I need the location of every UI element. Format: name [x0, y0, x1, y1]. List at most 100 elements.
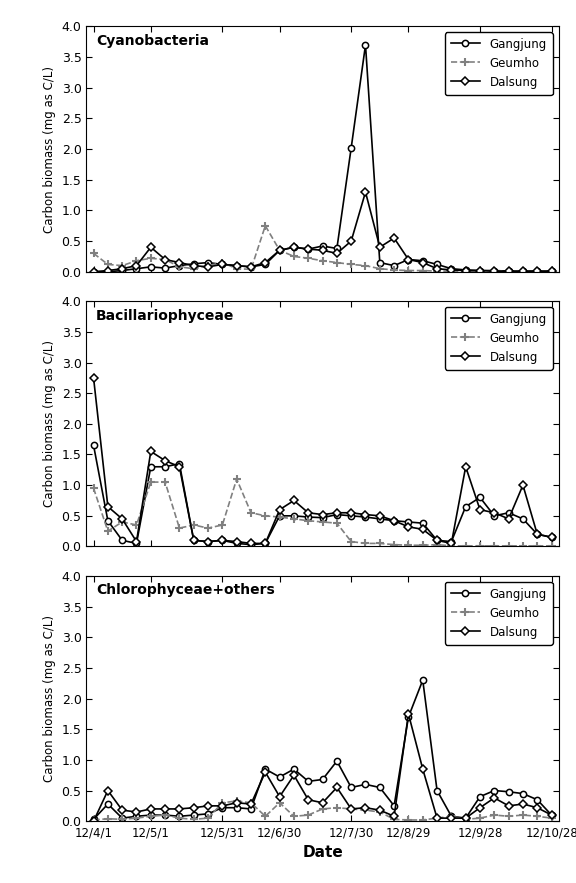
Geumho [119, 260, 126, 271]
Dalsung [348, 508, 355, 518]
Gangjung [505, 266, 512, 276]
Gangjung [190, 259, 197, 269]
Dalsung [334, 782, 340, 793]
Dalsung [190, 535, 197, 546]
Gangjung [90, 267, 97, 277]
Geumho [262, 221, 269, 231]
Geumho [90, 815, 97, 826]
Gangjung [233, 538, 240, 548]
Geumho [248, 508, 255, 518]
Gangjung [190, 535, 197, 546]
Geumho [419, 815, 426, 826]
Geumho [204, 260, 211, 271]
Gangjung [305, 776, 312, 787]
Geumho [204, 523, 211, 533]
Dalsung [219, 801, 226, 811]
Dalsung [233, 797, 240, 808]
Dalsung [90, 267, 97, 277]
Dalsung [391, 811, 397, 821]
Geumho [147, 253, 154, 263]
Gangjung [348, 142, 355, 153]
Y-axis label: Carbon biomass (mg as C/L): Carbon biomass (mg as C/L) [43, 340, 56, 508]
Geumho [334, 803, 340, 813]
Geumho [405, 815, 412, 826]
Geumho [104, 259, 111, 269]
Dalsung [290, 242, 297, 253]
Dalsung [104, 265, 111, 275]
Geumho [133, 520, 140, 531]
Gangjung [448, 263, 455, 274]
Geumho [334, 257, 340, 268]
Geumho [190, 814, 197, 825]
Geumho [233, 473, 240, 484]
Gangjung [147, 261, 154, 272]
Gangjung [334, 756, 340, 766]
Gangjung [391, 260, 397, 271]
Dalsung [362, 509, 369, 520]
Dalsung [290, 495, 297, 506]
Dalsung [248, 538, 255, 548]
Gangjung [233, 260, 240, 271]
Geumho [348, 536, 355, 547]
Gangjung [319, 774, 326, 785]
Geumho [219, 797, 226, 808]
Geumho [391, 814, 397, 825]
Dalsung [476, 504, 483, 515]
Dalsung [162, 254, 169, 265]
Dalsung [505, 801, 512, 811]
Gangjung [176, 458, 183, 469]
Dalsung [219, 259, 226, 269]
Dalsung [319, 509, 326, 520]
Geumho [219, 257, 226, 268]
Dalsung [391, 516, 397, 526]
Gangjung [119, 535, 126, 546]
Geumho [476, 540, 483, 551]
Line: Geumho: Geumho [89, 796, 556, 824]
Gangjung [505, 787, 512, 797]
Gangjung [548, 810, 555, 820]
Gangjung [505, 508, 512, 518]
Gangjung [90, 814, 97, 825]
Dalsung [476, 265, 483, 275]
Geumho [376, 263, 383, 274]
Gangjung [391, 801, 397, 811]
Dalsung [90, 373, 97, 383]
Geumho [305, 516, 312, 526]
Dalsung [448, 813, 455, 824]
Geumho [248, 264, 255, 275]
Geumho [119, 814, 126, 825]
Gangjung [162, 462, 169, 472]
Gangjung [376, 514, 383, 525]
Geumho [505, 266, 512, 276]
Gangjung [520, 514, 526, 525]
Geumho [520, 540, 526, 551]
Geumho [476, 813, 483, 824]
Dalsung [319, 797, 326, 808]
Geumho [162, 810, 169, 820]
Gangjung [405, 517, 412, 527]
Dalsung [276, 791, 283, 802]
Gangjung [104, 799, 111, 810]
Gangjung [276, 510, 283, 521]
Gangjung [248, 804, 255, 814]
Gangjung [476, 265, 483, 275]
Geumho [219, 520, 226, 531]
Dalsung [233, 536, 240, 547]
Gangjung [248, 261, 255, 272]
Geumho [419, 265, 426, 275]
Geumho [462, 266, 469, 276]
Y-axis label: Carbon biomass (mg as C/L): Carbon biomass (mg as C/L) [43, 65, 56, 232]
Gangjung [133, 538, 140, 548]
Dalsung [276, 245, 283, 255]
Dalsung [434, 263, 441, 274]
Dalsung [262, 538, 269, 548]
Legend: Gangjung, Geumho, Dalsung: Gangjung, Geumho, Dalsung [445, 582, 553, 645]
Gangjung [162, 810, 169, 820]
Gangjung [434, 535, 441, 546]
Dalsung [104, 502, 111, 512]
Gangjung [419, 675, 426, 685]
Dalsung [176, 462, 183, 472]
Dalsung [520, 479, 526, 490]
Dalsung [248, 799, 255, 810]
Dalsung [204, 261, 211, 272]
